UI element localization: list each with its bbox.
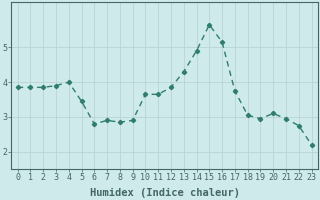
X-axis label: Humidex (Indice chaleur): Humidex (Indice chaleur) — [90, 188, 240, 198]
